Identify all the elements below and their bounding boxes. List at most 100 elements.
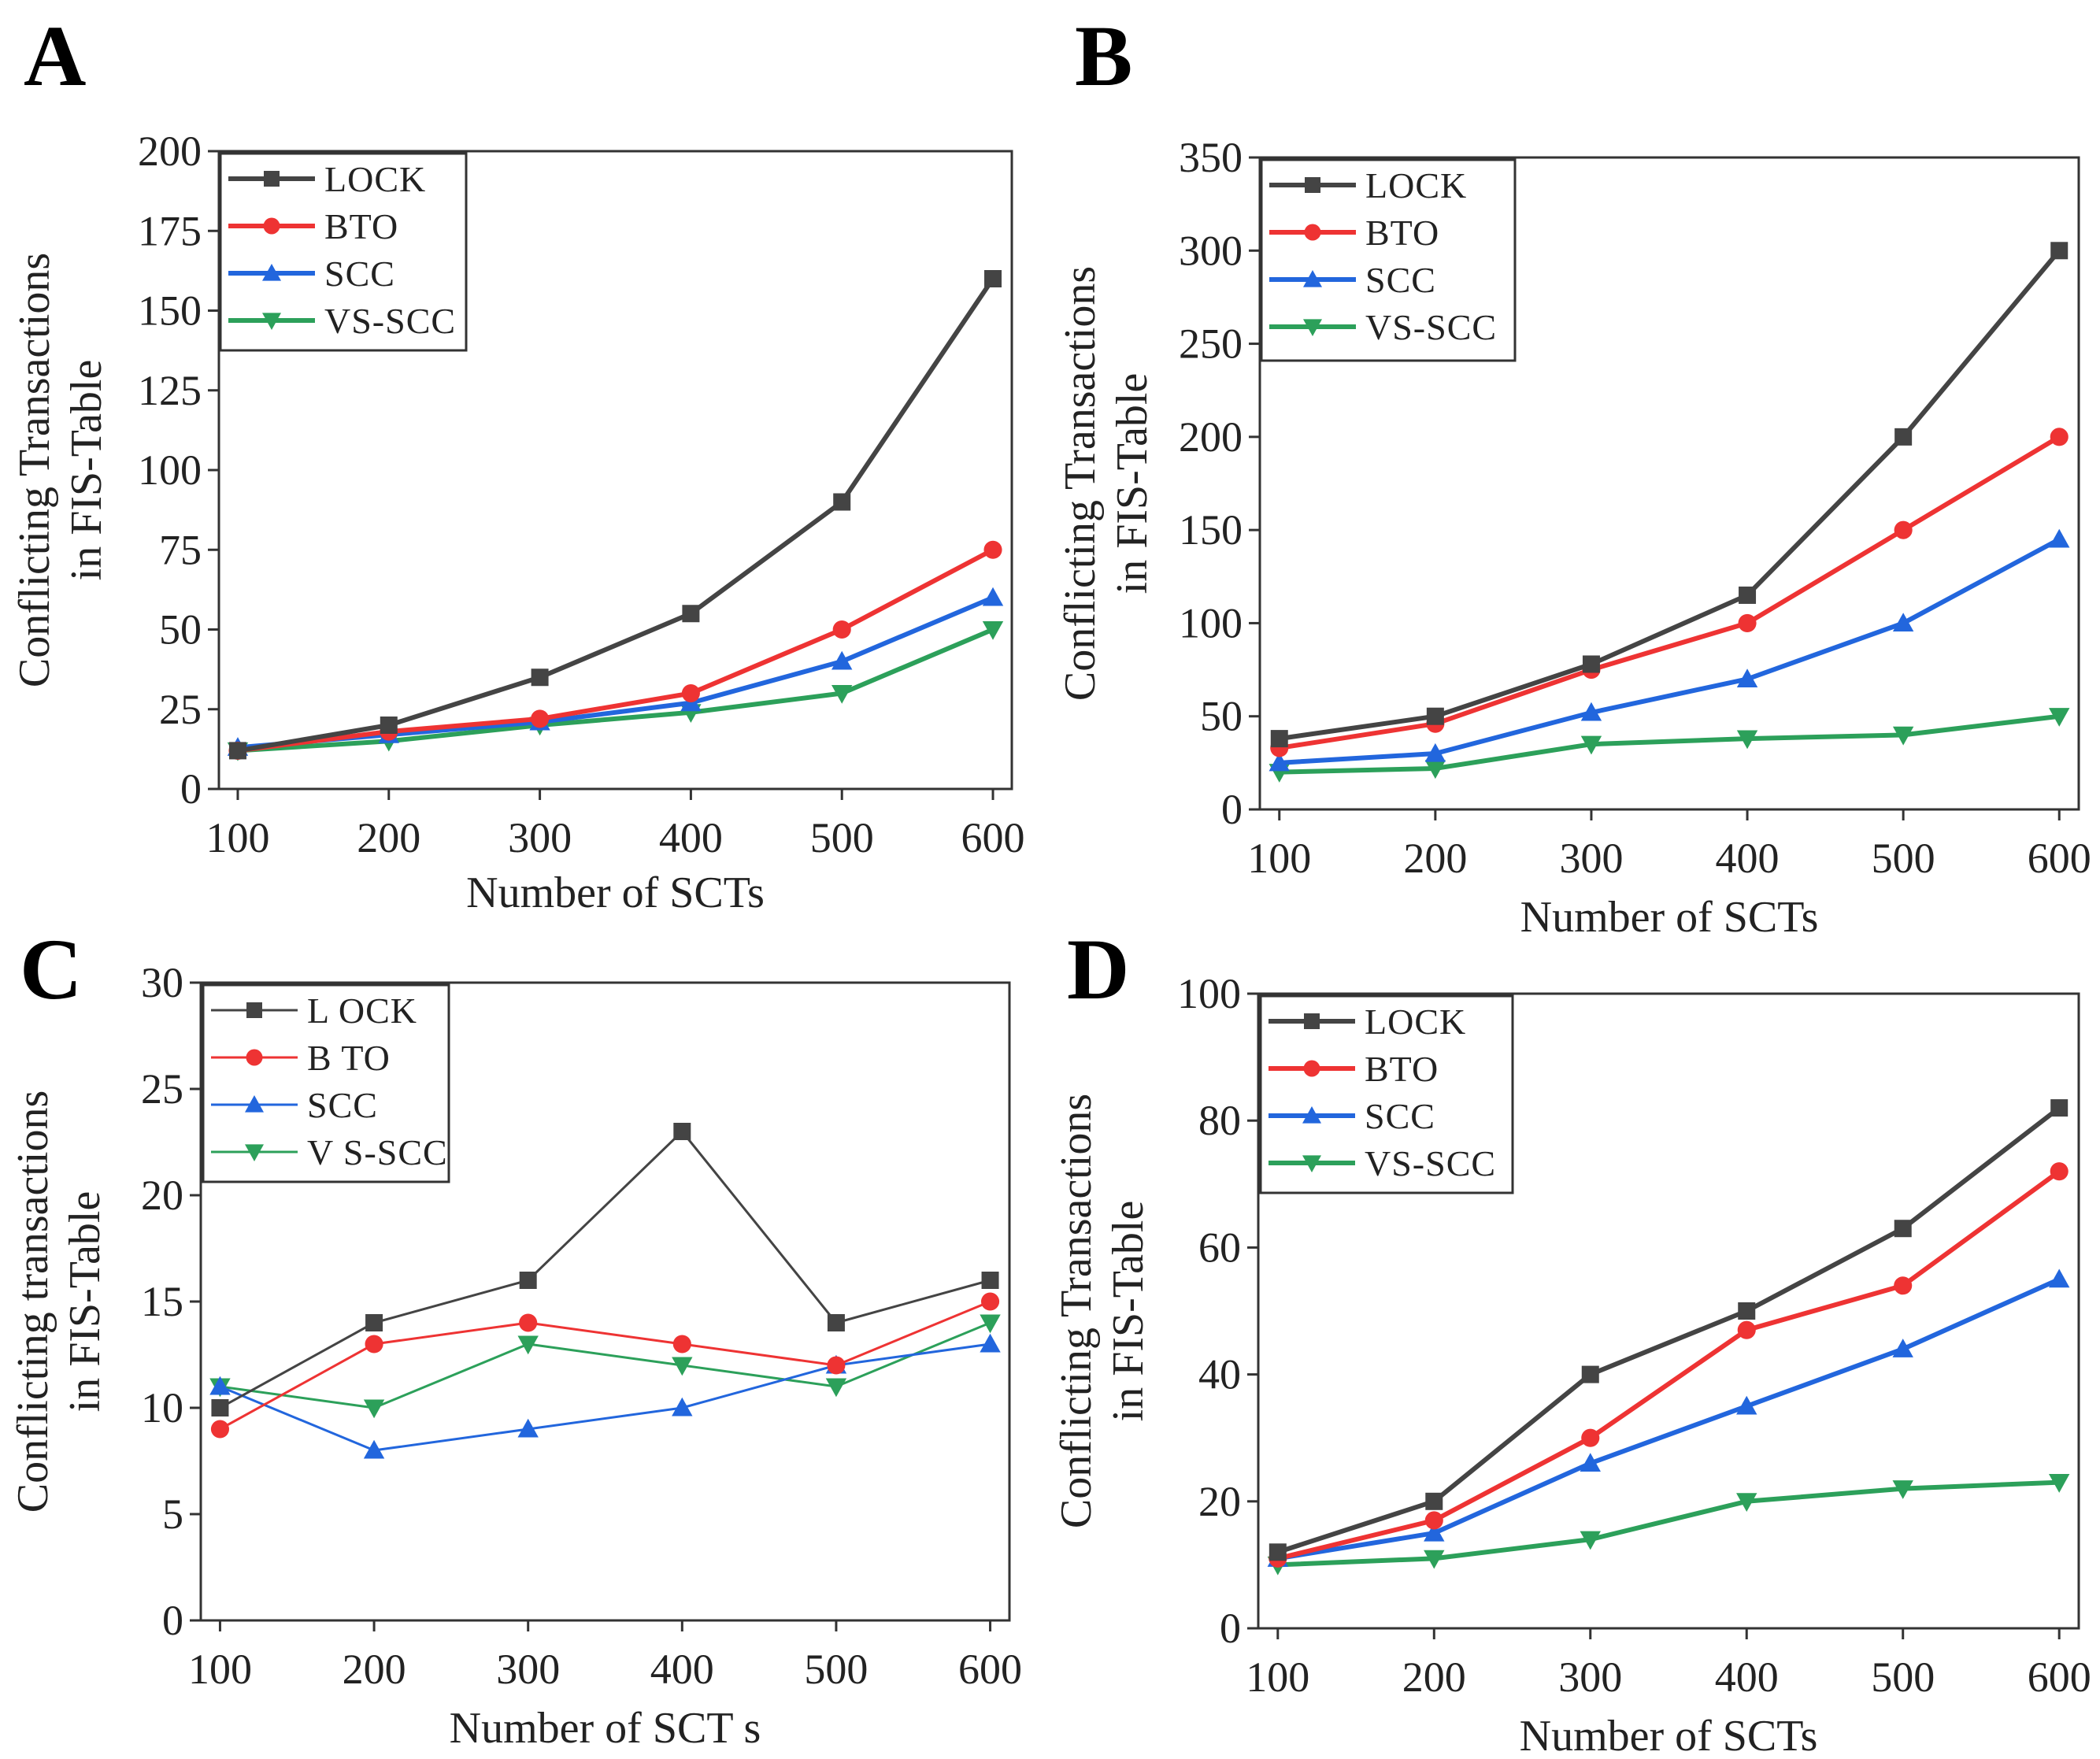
data-point [980,1314,1001,1334]
series-line [1279,249,2061,742]
x-tick-label: 200 [1403,835,1467,882]
data-point [1894,520,1913,539]
legend-marker [246,1049,263,1066]
x-tick-label: 100 [188,1646,252,1693]
data-point [672,1335,691,1354]
data-point [2050,428,2069,446]
legend-label: V S-SCC [307,1132,448,1172]
data-point [517,1418,539,1438]
y-tick-label: 0 [1221,786,1243,833]
series-vs-scc [1267,1474,2070,1576]
series-bto [228,540,1002,760]
legend-label: BTO [1365,1049,1439,1089]
y-tick-label: 150 [138,287,202,335]
data-point [827,1314,845,1331]
y-tick-label: 150 [1179,506,1243,554]
y-tick-label: 0 [180,765,202,813]
panel-d: D 0 20 40 60 80 100 100 200 300 400 500 600 Number of… [1052,921,2091,1759]
series-line [1279,435,2061,750]
data-point [983,540,1002,559]
legend-marker [1302,1155,1321,1172]
series-line [1279,537,2061,765]
data-point [1892,726,1914,746]
data-point [982,620,1004,640]
y-tick-label: 100 [1177,970,1241,1017]
legend-marker [1303,270,1322,287]
legend-marker [1303,319,1322,336]
y-tick-label: 250 [1179,320,1243,368]
data-point [1580,1531,1601,1550]
legend-box [202,983,450,1183]
series-line [237,595,994,750]
panel-a: A 0 25 50 75 100 125 150 175 200 100 200 300 400 500 60… [10,8,1025,917]
data-point [1736,1493,1757,1512]
x-tick-label: 100 [1247,835,1311,882]
x-tick-label: 400 [1715,1653,1779,1701]
legend-label: SCC [324,254,395,294]
data-point [1736,668,1758,687]
x-tick-label: 400 [659,814,723,861]
series-bto [1269,1162,2069,1568]
y-tick-label: 80 [1198,1097,1241,1144]
y-axis-title: Conflicting Transactions [10,253,59,687]
data-point [2049,708,2070,727]
x-tick-label: 600 [958,1646,1022,1693]
data-point [1426,707,1444,725]
series-vs-scc [1269,708,2070,783]
data-point [1894,428,1913,446]
series-lock [1269,1099,2069,1561]
data-point [519,1313,538,1332]
data-point [2048,1268,2070,1288]
data-point [2050,1162,2069,1181]
legend: LOCK BTO SCC VS-SCC [1260,158,1517,362]
data-point [1581,1428,1600,1447]
series-scc [209,1333,1001,1459]
y-tick-label: 0 [1220,1605,1241,1652]
series-line [220,1321,991,1409]
series-line [219,1342,991,1452]
data-point [1580,702,1602,721]
series-scc [1269,528,2070,772]
data-point [1892,1339,1913,1357]
data-point [982,587,1004,606]
x-tick-label: 200 [343,1646,406,1693]
data-point [531,668,549,687]
y-tick-label: 25 [159,686,202,733]
plot-frame [1258,156,2080,811]
data-point [380,717,398,734]
data-point [672,1357,693,1376]
data-point [1736,1395,1757,1415]
data-point [1894,1276,1913,1295]
data-point [517,1335,539,1355]
data-point [980,1333,1001,1353]
data-point [827,1356,846,1375]
y-tick-label: 300 [1179,227,1243,274]
series-line [219,1130,991,1409]
data-point [1736,730,1758,750]
y-tick-label: 350 [1179,134,1243,181]
series-bto [210,1292,1000,1439]
data-point [1737,1320,1756,1339]
legend: LOCK BTO SCC VS-SCC [219,152,468,352]
data-point [2049,528,2070,548]
y-tick-label: 200 [1179,413,1243,461]
y-tick-label: 5 [162,1491,183,1538]
y-tick-label: 40 [1198,1351,1241,1398]
legend-box [219,152,468,352]
plot-frame [1257,992,2080,1630]
series-line [1276,1105,2061,1555]
data-point [1582,655,1600,673]
data-point [1424,1511,1443,1530]
data-point [363,1439,385,1459]
x-tick-label: 300 [496,1646,560,1693]
data-point [2048,1474,2070,1493]
panel-letter: A [24,8,86,104]
series-vs-scc [209,1314,1001,1419]
series-line [1277,1276,2061,1561]
legend-marker [263,217,280,235]
x-axis-title: Number of SCT s [450,1704,761,1753]
legend: L OCK B TO SCC V S-SCC [202,983,450,1183]
panel-letter: C [20,921,82,1017]
legend-marker [262,313,281,330]
